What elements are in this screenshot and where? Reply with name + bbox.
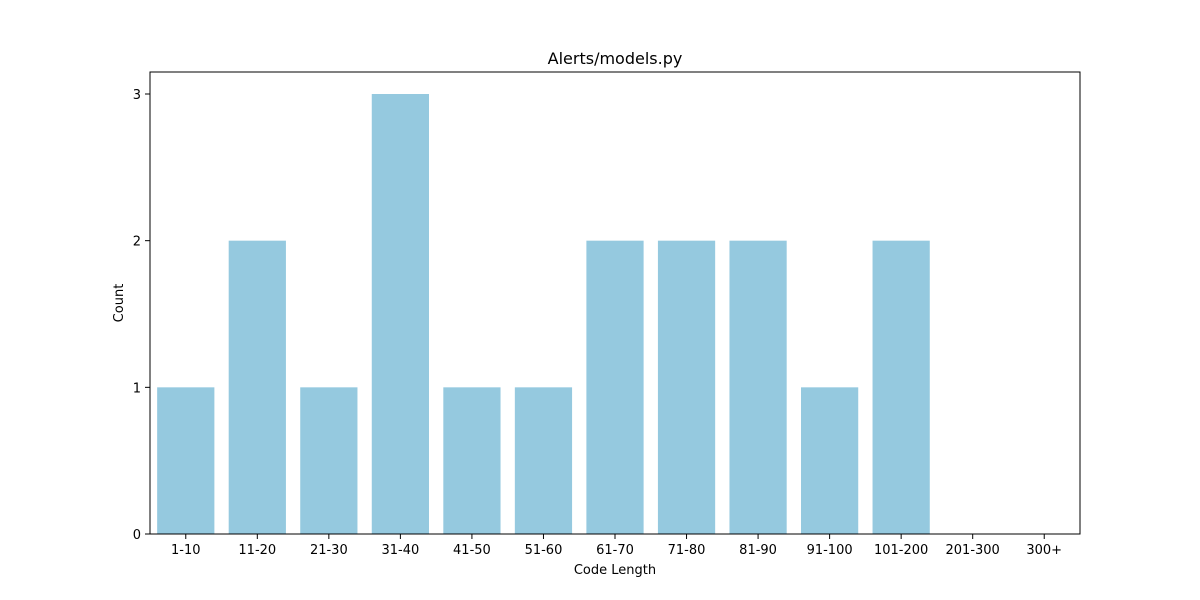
bar-71-80 <box>657 240 716 534</box>
bar-91-100 <box>801 387 859 534</box>
bar-41-50 <box>443 387 501 534</box>
bar-11-20 <box>228 240 286 534</box>
x-tick-label: 51-60 <box>525 543 563 558</box>
x-axis-label: Code Length <box>574 563 656 578</box>
x-ticks-group: 1-10 11-20 21-30 31-40 41-50 51-60 61-70 71-80 8… <box>171 534 1062 558</box>
bar-1-10 <box>157 387 215 534</box>
x-tick-label: 101-200 <box>874 543 928 558</box>
x-tick-label: 81-90 <box>739 543 777 558</box>
x-tick-label: 91-100 <box>807 543 853 558</box>
y-tick-label: 3 <box>133 88 141 103</box>
x-tick-label: 61-70 <box>596 543 634 558</box>
y-ticks-group: 0 1 2 3 <box>133 88 150 543</box>
bars-group <box>157 94 930 534</box>
y-axis-label: Count <box>112 284 127 323</box>
y-tick-label: 1 <box>133 381 141 396</box>
bar-61-70 <box>586 240 644 534</box>
x-tick-label: 201-300 <box>946 543 1000 558</box>
x-tick-label: 41-50 <box>453 543 491 558</box>
y-tick-label: 0 <box>133 528 141 543</box>
x-tick-label: 71-80 <box>668 543 706 558</box>
x-tick-label: 300+ <box>1026 543 1062 558</box>
x-tick-label: 11-20 <box>238 543 276 558</box>
bar-81-90 <box>729 240 787 534</box>
bar-51-60 <box>514 387 573 534</box>
bar-21-30 <box>300 387 358 534</box>
x-tick-label: 1-10 <box>171 543 201 558</box>
chart-title: Alerts/models.py <box>548 49 683 68</box>
y-tick-label: 2 <box>133 235 141 250</box>
bar-31-40 <box>371 94 429 534</box>
x-tick-label: 31-40 <box>381 543 419 558</box>
x-tick-label: 21-30 <box>310 543 348 558</box>
bar-101-200 <box>872 240 930 534</box>
